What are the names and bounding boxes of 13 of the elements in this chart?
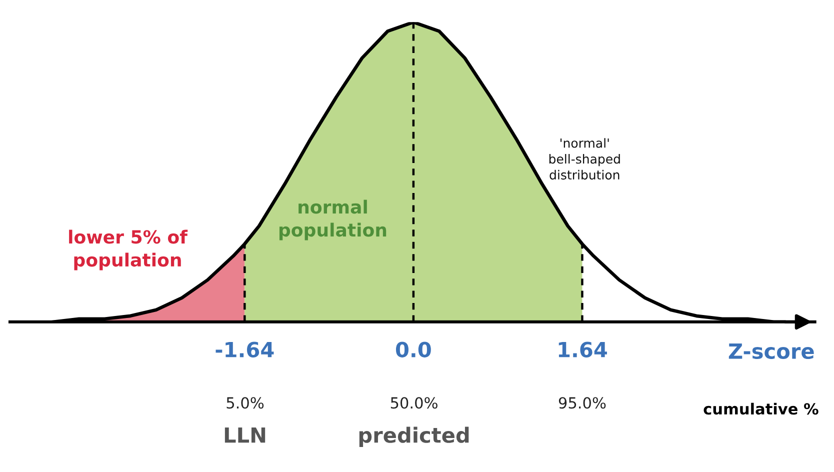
text: cumulative % <box>704 402 818 415</box>
text: 95.0% <box>558 397 606 409</box>
annotation: 'normal' bell-shaped distribution <box>549 138 620 180</box>
text: 50.0% <box>390 397 438 409</box>
annotation: lower 5% of population <box>69 230 188 270</box>
annotation: normal population <box>279 200 386 240</box>
text: predicted <box>359 426 469 447</box>
text: LLN <box>224 427 266 443</box>
text: 5.0% <box>226 397 264 409</box>
x-axis-title: Z-score <box>728 344 814 360</box>
x-tick-label: -1.64 <box>216 342 274 358</box>
x-tick-label: 1.64 <box>558 342 607 358</box>
x-tick-label: 0.0 <box>396 342 431 358</box>
